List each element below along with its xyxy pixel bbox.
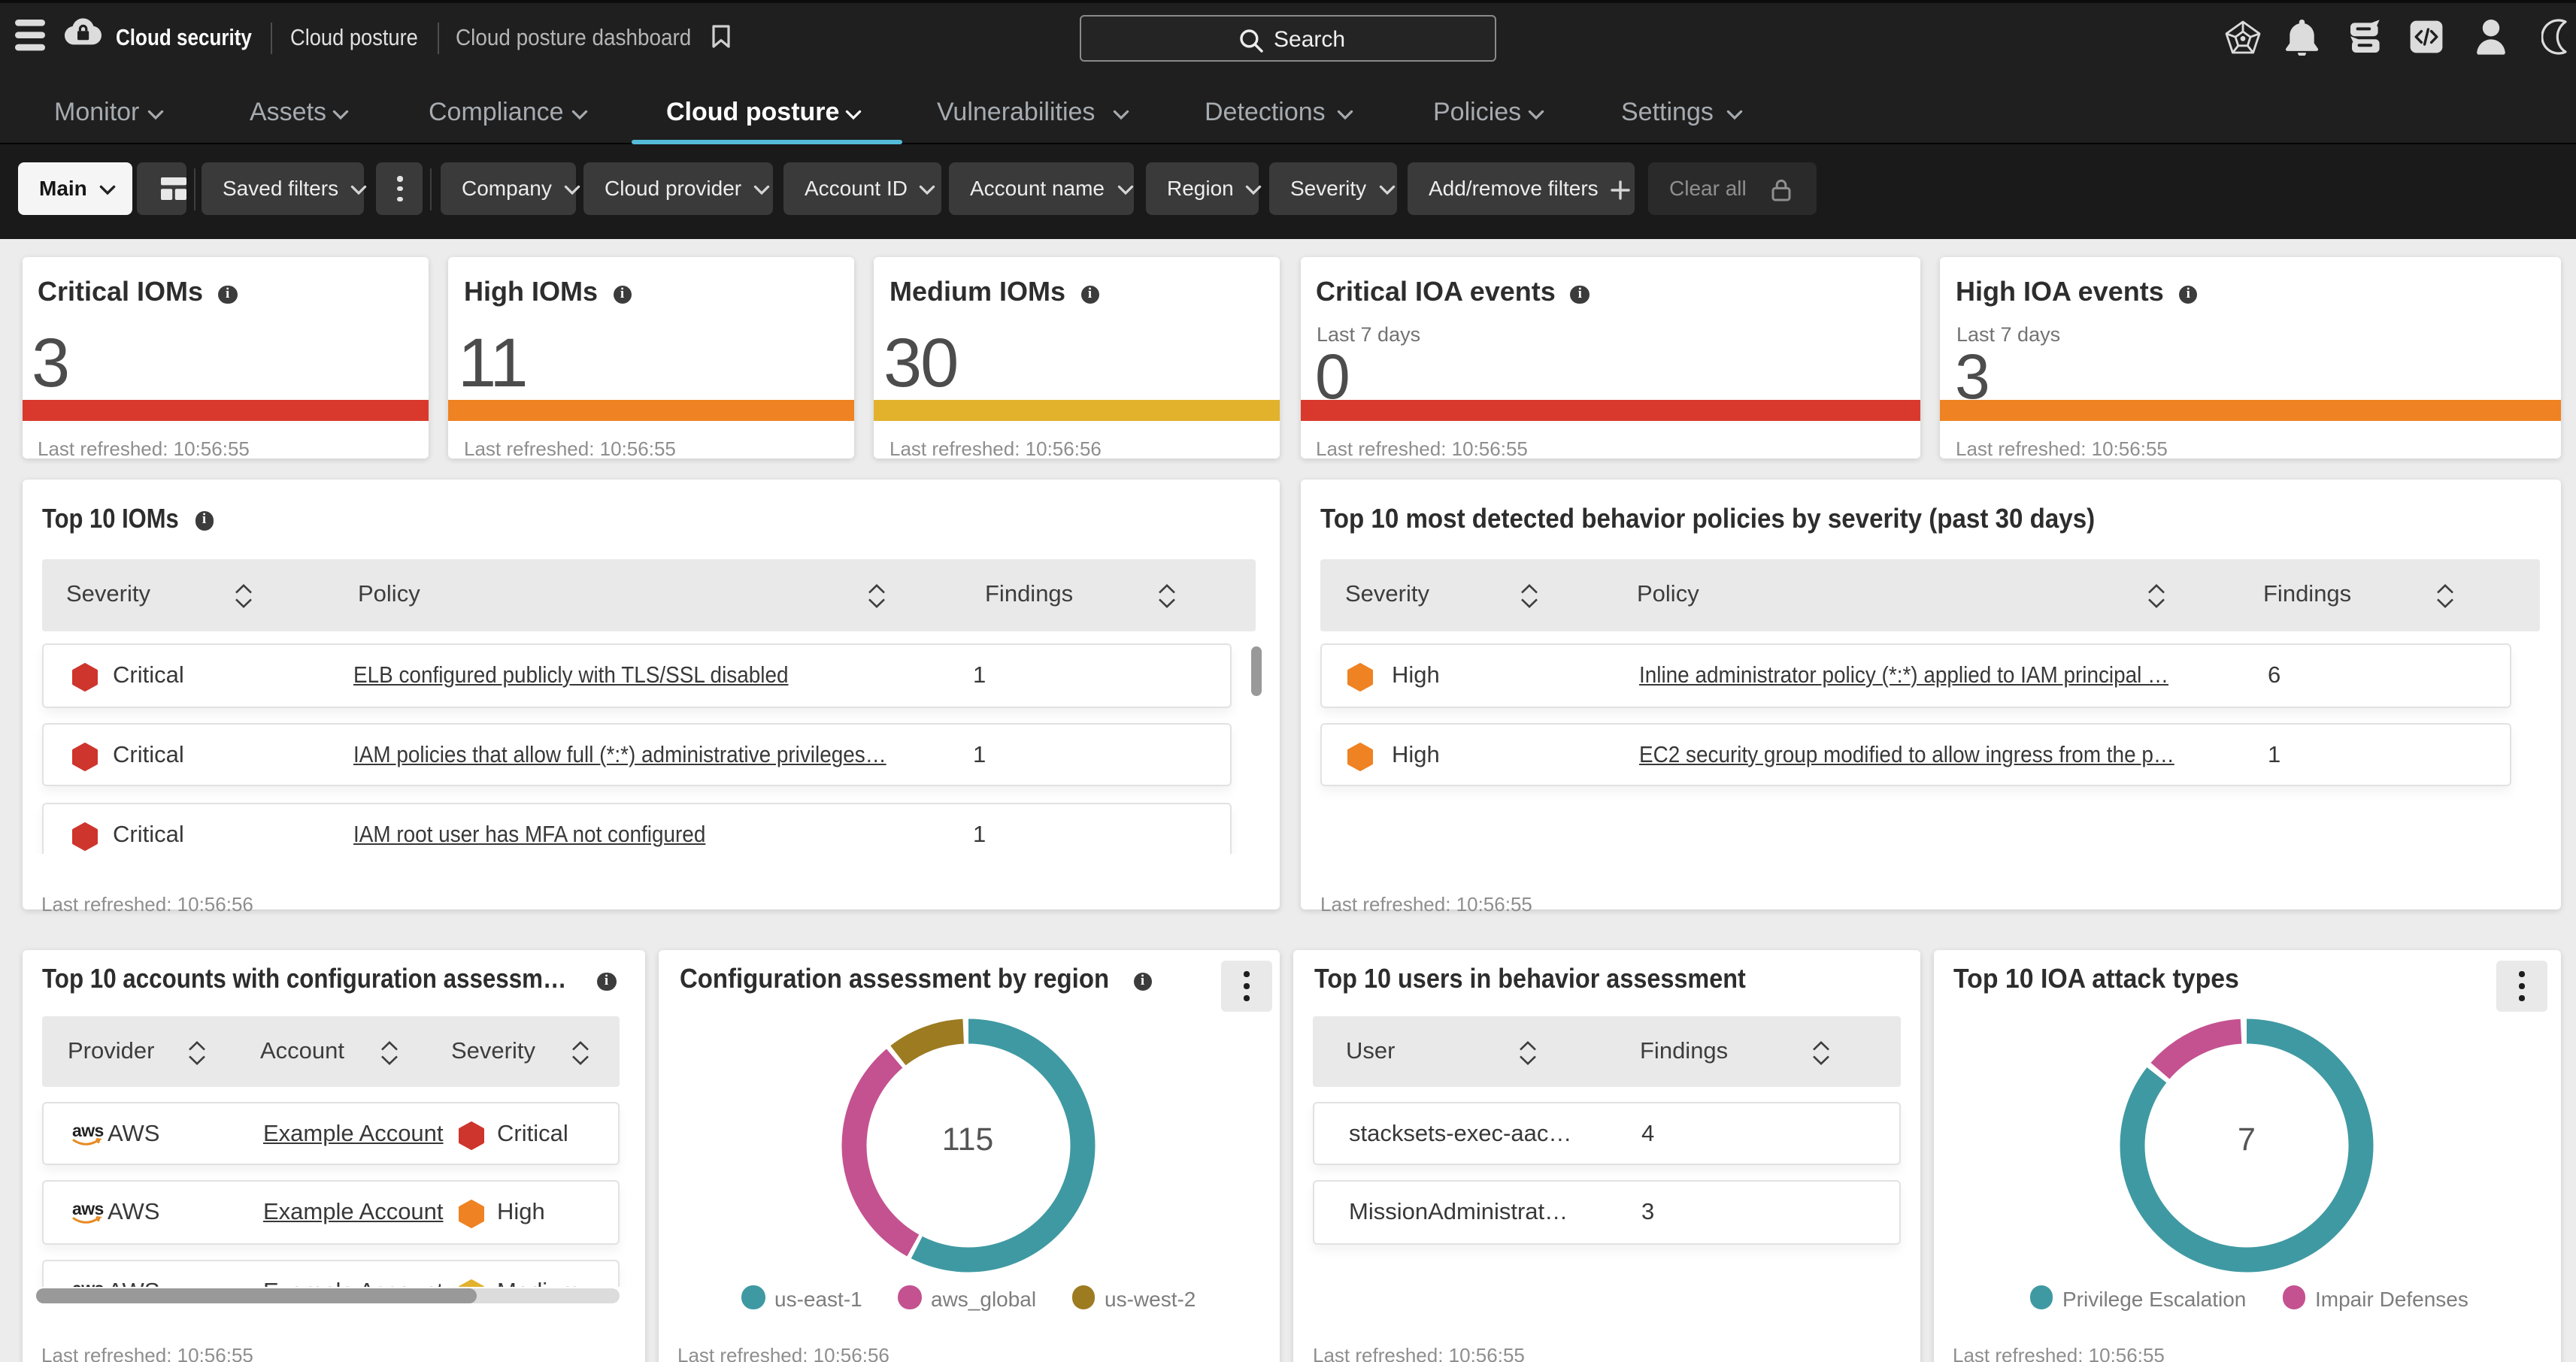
svg-text:aws: aws — [72, 1120, 104, 1140]
svg-text:aws: aws — [72, 1278, 104, 1287]
svg-text:aws: aws — [72, 1199, 104, 1218]
